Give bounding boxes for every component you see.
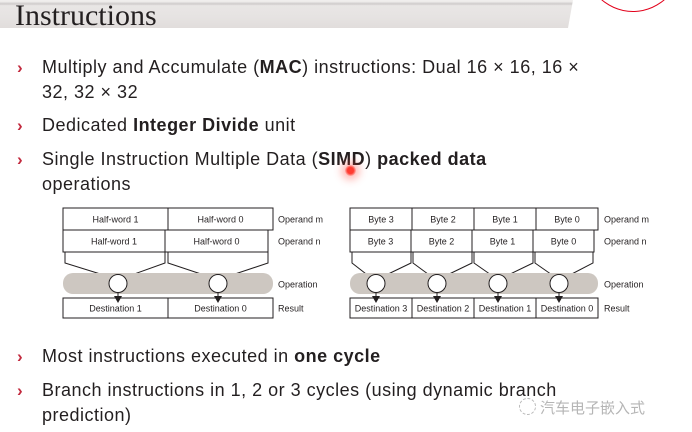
svg-text:Byte 3: Byte 3 (368, 237, 394, 247)
svg-text:Half-word 1: Half-word 1 (91, 237, 137, 247)
svg-text:Destination 0: Destination 0 (541, 304, 594, 314)
svg-text:Byte 2: Byte 2 (429, 237, 455, 247)
svg-text:Operand m: Operand m (278, 215, 323, 225)
svg-text:Destination 2: Destination 2 (417, 304, 470, 314)
svg-text:Half-word 0: Half-word 0 (197, 215, 243, 225)
svg-text:Byte 0: Byte 0 (551, 237, 577, 247)
svg-text:Byte 0: Byte 0 (554, 215, 580, 225)
svg-text:Half-word 0: Half-word 0 (193, 237, 239, 247)
svg-text:Operand n: Operand n (604, 237, 647, 247)
svg-text:Operation: Operation (604, 280, 644, 290)
svg-text:Operation: Operation (278, 280, 318, 290)
svg-text:Destination 1: Destination 1 (89, 304, 142, 314)
svg-text:Byte 2: Byte 2 (430, 215, 456, 225)
svg-text:Half-word 1: Half-word 1 (92, 215, 138, 225)
svg-text:Operand m: Operand m (604, 215, 649, 225)
svg-text:Byte 1: Byte 1 (492, 215, 518, 225)
svg-text:Result: Result (604, 304, 630, 314)
svg-text:Byte 1: Byte 1 (490, 237, 516, 247)
svg-text:Destination 0: Destination 0 (194, 304, 247, 314)
svg-text:Destination 3: Destination 3 (355, 304, 408, 314)
svg-text:Destination 1: Destination 1 (479, 304, 532, 314)
svg-text:Result: Result (278, 304, 304, 314)
svg-text:Operand n: Operand n (278, 237, 321, 247)
svg-text:Byte 3: Byte 3 (368, 215, 394, 225)
